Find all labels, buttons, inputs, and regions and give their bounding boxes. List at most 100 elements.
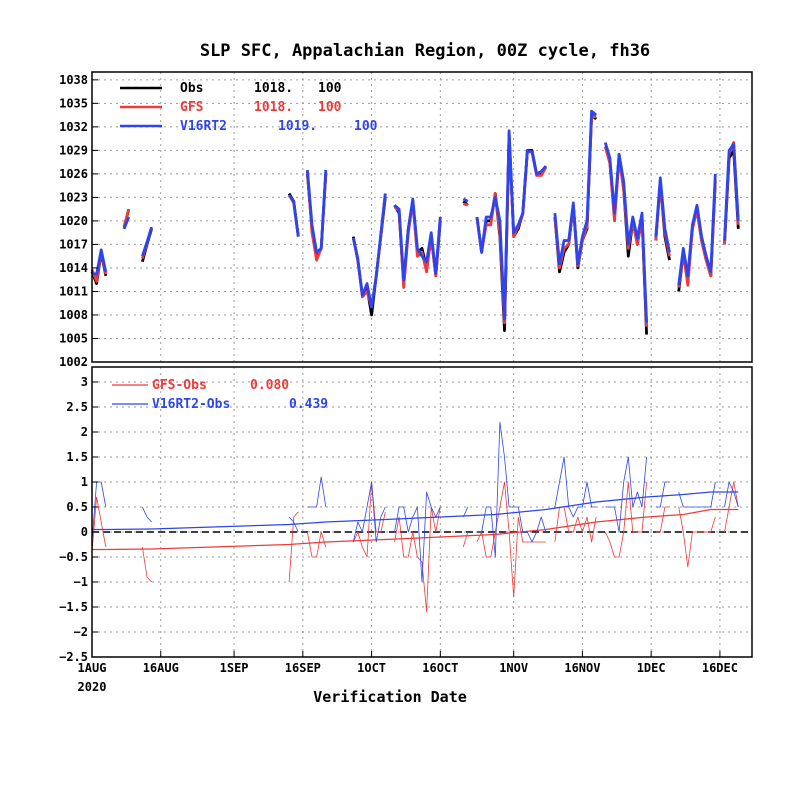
x-axis-title: Verification Date [313, 688, 467, 706]
x-tick-label: 16AUG [143, 661, 179, 675]
series-line-v16rt2 [654, 176, 671, 253]
series-line-gfs [462, 202, 469, 207]
x-tick-label: 16NOV [564, 661, 600, 675]
x-tick-label: 16DEC [702, 661, 738, 675]
legend-stat1-obs: 1018. [254, 81, 293, 96]
legend-label-v16rt2-obs: V16RT2-Obs [152, 397, 230, 412]
bottom-y-tick-label: 1 [81, 475, 88, 489]
top-panel-series [90, 109, 740, 335]
x-tick-label: 1OCT [357, 661, 386, 675]
series-line-v16rt2 [603, 142, 648, 323]
series-line-v16rt2 [677, 173, 717, 286]
difference-line-gfs-obs [724, 481, 739, 533]
bottom-y-tick-label: −1 [74, 575, 88, 589]
x-tick-label: 16SEP [285, 661, 321, 675]
top-y-tick-label: 1029 [59, 143, 88, 157]
bottom-y-tick-label: 2.5 [66, 400, 88, 414]
series-line-v16rt2 [287, 194, 300, 237]
bottom-y-tick-label: 1.5 [66, 450, 88, 464]
running-mean-line-v16rt2-obs [92, 491, 739, 531]
series-line-v16rt2 [306, 169, 328, 254]
x-tick-label: 1NOV [499, 661, 528, 675]
top-y-tick-label: 1017 [59, 237, 88, 251]
difference-line-gfs-obs [604, 481, 647, 558]
difference-line-v16rt2-obs [724, 481, 739, 508]
running-mean-line-gfs-obs [92, 508, 739, 551]
series-line-v16rt2 [553, 109, 598, 266]
legend-stat2-obs: 100 [318, 81, 342, 96]
legend-label-gfs: GFS [180, 100, 204, 115]
bottom-panel-legend: GFS-Obs 0.080 V16RT2-Obs 0.439 [112, 378, 328, 412]
top-y-tick-label: 1026 [59, 167, 88, 181]
top-panel-legend: Obs 1018. 100 GFS 1018. 100 V16RT2 1019.… [120, 81, 378, 134]
legend-label-obs: Obs [180, 81, 203, 96]
x-axis-year-label: 2020 [78, 680, 107, 694]
top-y-tick-label: 1023 [59, 190, 88, 204]
difference-line-gfs-obs [142, 546, 152, 583]
bottom-y-tick-label: 0.5 [66, 500, 88, 514]
chart-title: SLP SFC, Appalachian Region, 00Z cycle, … [200, 41, 650, 61]
bottom-y-tick-label: −1.5 [59, 600, 88, 614]
bottom-y-tick-label: −0.5 [59, 550, 88, 564]
difference-line-v16rt2-obs [91, 481, 107, 543]
legend-stat2-v16rt2: 100 [354, 119, 378, 134]
series-line-v16rt2 [122, 216, 131, 230]
difference-line-v16rt2-obs [605, 456, 647, 533]
series-line-v16rt2 [475, 129, 547, 321]
bottom-y-tick-label: −2 [74, 625, 88, 639]
difference-line-v16rt2-obs [678, 481, 716, 508]
top-y-tick-label: 1011 [59, 284, 88, 298]
difference-line-gfs-obs [307, 531, 327, 558]
bottom-panel-x-axis: 1AUG 16AUG 1SEP 16SEP 1OCT 16OCT 1NOV 16NOV 1DEC… [78, 651, 738, 675]
x-tick-label: 1DEC [637, 661, 666, 675]
bottom-y-tick-label: 0 [81, 525, 88, 539]
top-y-tick-label: 1005 [59, 331, 88, 345]
difference-line-v16rt2-obs [307, 476, 327, 508]
top-y-tick-label: 1008 [59, 308, 88, 322]
bottom-y-tick-label: 2 [81, 425, 88, 439]
difference-line-gfs-obs [352, 481, 386, 558]
top-panel-grid [91, 72, 752, 362]
legend-stat-gfs-obs: 0.080 [250, 378, 289, 393]
bottom-y-tick-label: −2.5 [59, 650, 88, 664]
top-panel-y-axis: 1002 1005 1008 1011 1014 1017 1020 1023 1026 1029… [59, 73, 98, 369]
difference-line-v16rt2-obs [288, 516, 299, 533]
difference-line-gfs-obs [462, 531, 469, 548]
top-y-tick-label: 1020 [59, 214, 88, 228]
x-tick-label: 16OCT [422, 661, 458, 675]
top-panel-frame [91, 71, 753, 363]
difference-line-v16rt2-obs [142, 506, 152, 523]
difference-line-gfs-obs [394, 506, 441, 613]
difference-line-gfs-obs [476, 481, 546, 598]
difference-line-gfs-obs [655, 506, 670, 533]
difference-line-v16rt2-obs [554, 456, 597, 518]
legend-label-gfs-obs: GFS-Obs [152, 378, 207, 393]
legend-label-v16rt2: V16RT2 [180, 119, 227, 134]
top-y-tick-label: 1014 [59, 261, 88, 275]
difference-line-v16rt2-obs [352, 481, 386, 543]
difference-line-v16rt2-obs [477, 421, 547, 558]
series-line-v16rt2 [91, 248, 108, 276]
legend-stat1-gfs: 1018. [254, 100, 293, 115]
top-y-tick-label: 1002 [59, 355, 88, 369]
top-y-tick-label: 1038 [59, 73, 88, 87]
series-line-v16rt2 [351, 193, 387, 309]
difference-line-gfs-obs [678, 506, 716, 568]
series-line-v16rt2 [141, 226, 153, 257]
difference-line-v16rt2-obs [394, 491, 441, 583]
legend-stat2-gfs: 100 [318, 100, 342, 115]
series-line-v16rt2 [462, 197, 469, 203]
bottom-y-tick-label: 3 [81, 375, 88, 389]
series-line-v16rt2 [393, 197, 442, 282]
difference-line-v16rt2-obs [655, 481, 670, 508]
difference-line-gfs-obs [91, 496, 107, 553]
x-tick-label: 1AUG [78, 661, 107, 675]
difference-line-gfs-obs [288, 511, 299, 583]
top-y-tick-label: 1035 [59, 96, 88, 110]
legend-stat1-v16rt2: 1019. [278, 119, 317, 134]
bottom-panel-series [91, 421, 739, 613]
series-line-v16rt2 [723, 142, 740, 241]
bottom-panel-y-axis: −2.5 −2 −1.5 −1 −0.5 0 0.5 1 1.5 2 2.5 3 [59, 375, 98, 664]
